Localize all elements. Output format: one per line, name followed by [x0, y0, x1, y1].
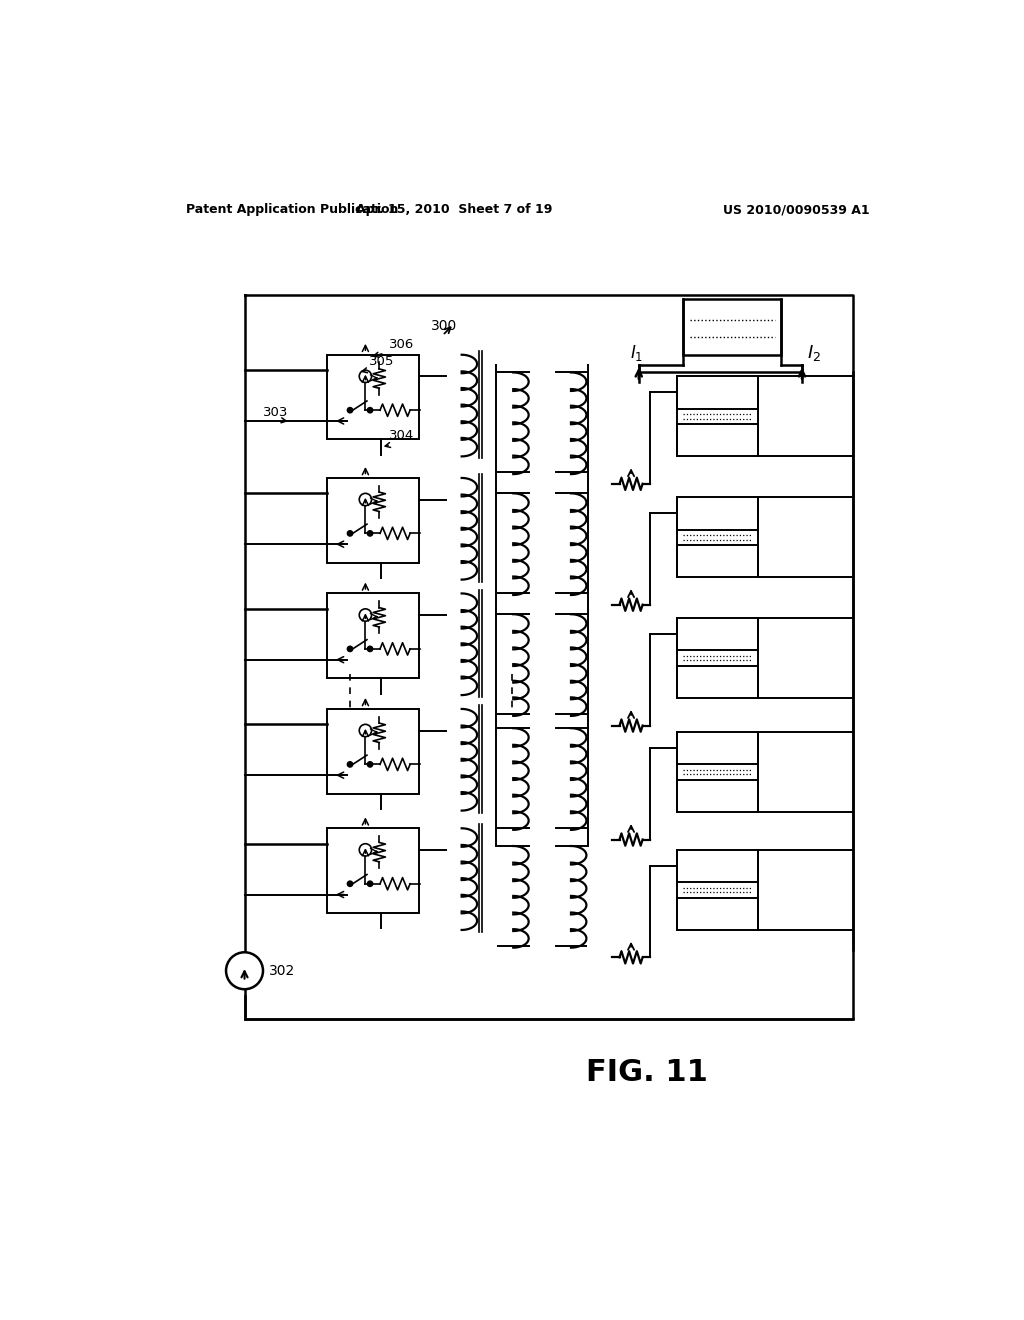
Circle shape	[368, 531, 373, 536]
Circle shape	[368, 880, 373, 887]
Bar	[327, 478, 419, 562]
Circle shape	[359, 370, 372, 383]
Circle shape	[368, 647, 373, 652]
Circle shape	[347, 408, 352, 413]
Text: US 2010/0090539 A1: US 2010/0090539 A1	[723, 203, 869, 216]
Bar	[677, 424, 758, 457]
Text: FIG. 11: FIG. 11	[586, 1057, 708, 1086]
Bar	[327, 829, 419, 913]
Bar	[683, 300, 781, 355]
Bar	[677, 498, 758, 529]
Bar	[677, 376, 758, 409]
Bar	[327, 355, 419, 440]
Circle shape	[347, 762, 352, 767]
Bar	[677, 733, 758, 764]
Bar	[677, 898, 758, 929]
Text: Patent Application Publication: Patent Application Publication	[186, 203, 398, 216]
Bar	[677, 780, 758, 812]
Circle shape	[359, 494, 372, 506]
Circle shape	[347, 647, 352, 652]
Circle shape	[368, 408, 373, 413]
Text: 306: 306	[388, 338, 414, 351]
Text: $\mathit{I}_1$: $\mathit{I}_1$	[630, 343, 643, 363]
Circle shape	[359, 725, 372, 737]
Text: 304: 304	[388, 429, 414, 442]
Circle shape	[226, 952, 263, 989]
Bar	[327, 709, 419, 793]
Text: 302: 302	[269, 964, 295, 978]
Text: 303: 303	[263, 405, 289, 418]
Bar	[677, 618, 758, 651]
Circle shape	[347, 531, 352, 536]
Text: Apr. 15, 2010  Sheet 7 of 19: Apr. 15, 2010 Sheet 7 of 19	[355, 203, 552, 216]
Circle shape	[359, 609, 372, 622]
Text: $\mathit{I}_2$: $\mathit{I}_2$	[807, 343, 820, 363]
Bar	[677, 545, 758, 577]
Text: 300: 300	[431, 319, 457, 333]
Circle shape	[368, 762, 373, 767]
Bar	[327, 594, 419, 678]
Bar	[677, 850, 758, 882]
Circle shape	[359, 843, 372, 857]
Circle shape	[347, 880, 352, 887]
Text: 305: 305	[370, 355, 394, 368]
Bar	[677, 665, 758, 698]
